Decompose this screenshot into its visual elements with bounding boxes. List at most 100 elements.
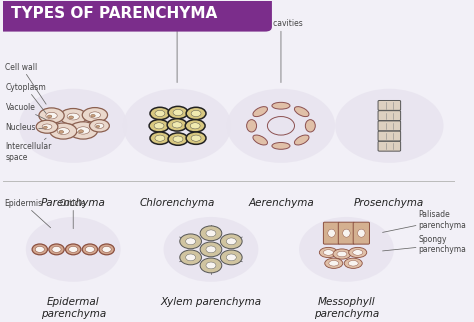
Ellipse shape	[77, 127, 90, 134]
Circle shape	[226, 254, 236, 261]
Ellipse shape	[328, 229, 335, 237]
Text: Prosenchyma: Prosenchyma	[354, 198, 424, 208]
Ellipse shape	[294, 107, 309, 117]
Ellipse shape	[79, 130, 83, 133]
Circle shape	[267, 117, 294, 135]
Circle shape	[186, 238, 196, 245]
Circle shape	[180, 234, 201, 249]
Circle shape	[200, 258, 222, 273]
Ellipse shape	[191, 110, 201, 117]
Ellipse shape	[305, 120, 315, 132]
Text: Epidermis: Epidermis	[4, 199, 51, 228]
Ellipse shape	[272, 102, 290, 109]
Ellipse shape	[32, 244, 47, 255]
Text: Cell wall: Cell wall	[6, 62, 46, 104]
Text: Chlorophyil: Chlorophyil	[155, 20, 199, 82]
FancyBboxPatch shape	[323, 222, 340, 244]
Ellipse shape	[186, 132, 206, 144]
Ellipse shape	[150, 132, 170, 144]
Ellipse shape	[44, 126, 47, 128]
Text: Messophyll
parenchyma: Messophyll parenchyma	[314, 297, 379, 319]
Text: Xylem parenchyma: Xylem parenchyma	[160, 297, 262, 307]
Ellipse shape	[49, 244, 64, 255]
FancyBboxPatch shape	[353, 222, 369, 244]
Ellipse shape	[42, 124, 52, 129]
FancyBboxPatch shape	[378, 131, 401, 141]
Ellipse shape	[154, 123, 164, 129]
Ellipse shape	[39, 108, 64, 123]
Ellipse shape	[90, 120, 109, 132]
FancyBboxPatch shape	[378, 111, 401, 120]
Text: Epidermal
parenchyma: Epidermal parenchyma	[41, 297, 106, 319]
Ellipse shape	[348, 260, 358, 266]
Ellipse shape	[36, 120, 58, 133]
Circle shape	[186, 254, 196, 261]
Ellipse shape	[85, 246, 94, 252]
Ellipse shape	[191, 135, 201, 141]
Ellipse shape	[57, 128, 69, 135]
Ellipse shape	[173, 136, 183, 142]
Circle shape	[200, 226, 222, 241]
Text: Cytoplasm: Cytoplasm	[6, 83, 46, 113]
Ellipse shape	[52, 246, 61, 252]
Ellipse shape	[82, 244, 98, 255]
Circle shape	[26, 217, 121, 282]
Ellipse shape	[95, 123, 104, 128]
Ellipse shape	[69, 246, 78, 252]
Ellipse shape	[357, 229, 365, 237]
Text: Palisade
parenchyma: Palisade parenchyma	[383, 210, 466, 232]
Ellipse shape	[35, 246, 45, 252]
Ellipse shape	[59, 130, 64, 133]
Ellipse shape	[65, 244, 81, 255]
Text: Cuticle: Cuticle	[60, 199, 86, 229]
Ellipse shape	[246, 120, 256, 132]
Ellipse shape	[186, 107, 206, 120]
Circle shape	[164, 217, 258, 282]
Circle shape	[227, 89, 335, 163]
Ellipse shape	[333, 249, 351, 259]
Ellipse shape	[155, 110, 165, 117]
Ellipse shape	[60, 109, 87, 125]
Ellipse shape	[329, 260, 339, 266]
FancyBboxPatch shape	[0, 0, 272, 32]
Ellipse shape	[67, 113, 79, 120]
Ellipse shape	[349, 247, 367, 258]
Text: TYPES OF PARENCHYMA: TYPES OF PARENCHYMA	[11, 6, 218, 21]
Ellipse shape	[96, 125, 100, 128]
Circle shape	[220, 250, 242, 265]
Ellipse shape	[82, 108, 108, 122]
Ellipse shape	[168, 106, 188, 119]
Ellipse shape	[343, 229, 350, 237]
Ellipse shape	[323, 250, 333, 255]
Text: Intercellular
space: Intercellular space	[6, 138, 52, 162]
Text: Spongy
parenchyma: Spongy parenchyma	[383, 235, 466, 254]
FancyBboxPatch shape	[378, 121, 401, 131]
Ellipse shape	[46, 112, 57, 119]
Ellipse shape	[149, 120, 169, 132]
Ellipse shape	[155, 135, 165, 141]
Circle shape	[206, 262, 216, 269]
FancyBboxPatch shape	[338, 222, 355, 244]
Text: Nucleus: Nucleus	[6, 123, 46, 132]
Text: Parenchyma: Parenchyma	[41, 198, 106, 208]
Text: Air cavities: Air cavities	[260, 20, 302, 82]
Ellipse shape	[91, 114, 95, 117]
Ellipse shape	[319, 247, 337, 258]
Ellipse shape	[50, 123, 77, 139]
Text: Chlorenchyma: Chlorenchyma	[139, 198, 215, 208]
Circle shape	[226, 238, 236, 245]
Circle shape	[200, 242, 222, 257]
Ellipse shape	[89, 112, 100, 118]
Ellipse shape	[173, 109, 183, 116]
Circle shape	[206, 246, 216, 253]
Circle shape	[123, 89, 231, 163]
Circle shape	[335, 89, 444, 163]
Ellipse shape	[325, 258, 343, 268]
FancyBboxPatch shape	[378, 141, 401, 151]
Ellipse shape	[253, 135, 267, 145]
Text: Vacuole: Vacuole	[6, 103, 46, 120]
Ellipse shape	[150, 107, 170, 120]
Ellipse shape	[168, 133, 188, 145]
Ellipse shape	[344, 258, 362, 268]
Ellipse shape	[69, 116, 73, 119]
